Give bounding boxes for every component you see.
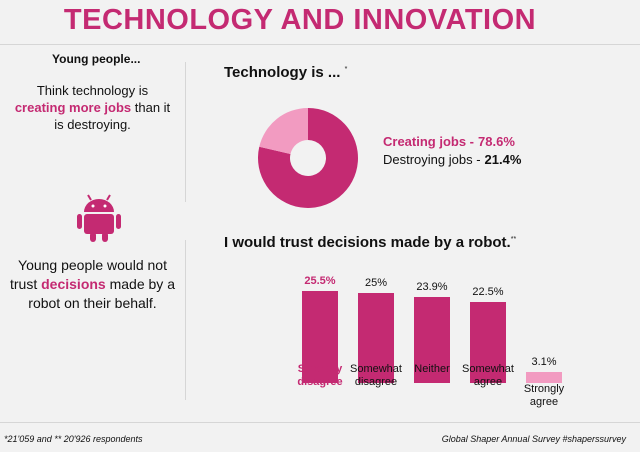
category-label: Strongly disagree [297,363,343,388]
intro: Young people... [52,52,141,66]
chart-title: Technology is ... * [224,64,347,81]
category-label: Somewhat agree [462,363,514,388]
value-label: 3.1% [531,355,557,368]
value-label: 25.5% [304,275,336,288]
donut-slice [258,108,358,208]
bar [470,302,506,383]
highlight: decisions [41,276,106,292]
text: Young people would not trust [10,257,167,292]
bar [302,291,338,383]
bar [358,293,394,383]
footnote: *21'059 and ** 20'926 respondents [4,434,143,444]
legend-label: Destroying jobs - [383,152,481,167]
divider [185,240,186,400]
value-label: 22.5% [472,286,504,298]
statement: Young people would not trust decisions m… [10,256,175,313]
divider [0,44,640,45]
bar [526,371,562,383]
category-label: Strongly agree [523,383,565,408]
category-label: Somewhat disagree [350,363,402,388]
legend-entry: Creating jobs -78.6% [383,134,515,149]
value-label: 23.9% [416,280,448,293]
divider [185,62,186,202]
source: Global Shaper Annual Survey #shaperssurv… [441,434,626,444]
chart-title: I would trust decisions made by a robot.… [224,234,516,251]
value-label: 21.4% [484,152,522,167]
title-note: ** [510,236,517,243]
highlight: creating more jobs [14,100,132,115]
bar [414,296,450,383]
value-label: 25% [364,277,388,289]
android-icon [77,194,121,242]
divider [0,422,640,423]
title-text: I would trust decisions made by a robot. [224,234,511,251]
title-text: Technology is ... [224,64,341,81]
title-note: * [344,66,348,73]
text: made by a robot on their behalf. [28,276,175,311]
page-title: TECHNOLOGY AND INNOVATION [63,4,537,36]
statement: Think technology is creating more jobs t… [10,82,175,133]
value-label: 78.6% [478,134,515,149]
text: Think technology is [36,83,149,98]
donut-slice [259,108,308,154]
legend-label: Creating jobs - [383,134,475,149]
text: than it is destroying. [54,100,171,132]
category-label: Neither [414,363,450,375]
legend-entry: Destroying jobs -21.4% [383,152,521,167]
